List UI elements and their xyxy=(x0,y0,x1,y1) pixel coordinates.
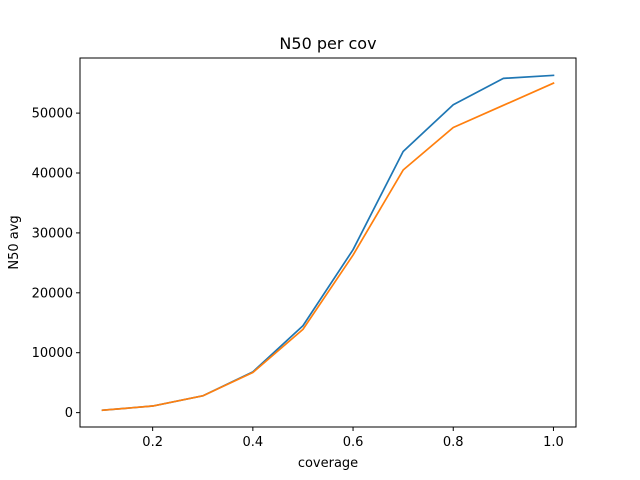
series-line-2 xyxy=(101,82,555,412)
x-tick-label: 0.8 xyxy=(443,435,464,450)
y-axis-label: N50 avg xyxy=(7,215,22,269)
y-tick-label: 40000 xyxy=(32,167,73,182)
y-tick-label: 10000 xyxy=(32,346,73,361)
x-axis-label: coverage xyxy=(298,456,358,471)
x-tick-label: 1.0 xyxy=(543,435,564,450)
series-group xyxy=(101,74,555,412)
x-tick-label: 0.6 xyxy=(343,435,364,450)
y-axis: 0 10000 20000 30000 40000 50000 xyxy=(32,107,80,421)
chart-title: N50 per cov xyxy=(279,34,376,53)
y-tick-label: 0 xyxy=(65,406,73,421)
y-tick-label: 20000 xyxy=(32,286,73,301)
x-axis: 0.2 0.4 0.6 0.8 1.0 xyxy=(142,427,564,450)
y-tick-label: 50000 xyxy=(32,107,73,122)
x-tick-label: 0.2 xyxy=(142,435,163,450)
x-tick-label: 0.4 xyxy=(243,435,264,450)
series-line-1 xyxy=(101,74,555,412)
plot-frame xyxy=(79,57,577,428)
y-tick-label: 30000 xyxy=(32,226,73,241)
